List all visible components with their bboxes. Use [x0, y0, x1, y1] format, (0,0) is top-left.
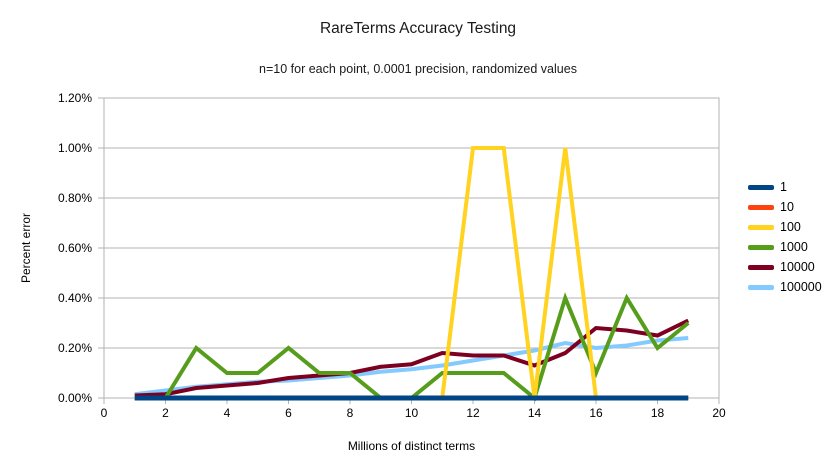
x-tick-label: 14	[528, 406, 542, 420]
legend-swatch	[748, 284, 774, 290]
x-tick-label: 4	[224, 406, 231, 420]
legend-label: 10	[780, 200, 794, 214]
x-tick-label: 18	[651, 406, 665, 420]
x-tick-label: 8	[347, 406, 354, 420]
legend: 1 10 100 1000 10000 100000	[748, 177, 822, 297]
legend-item-10000: 10000	[748, 257, 822, 277]
y-tick-label: 1.00%	[58, 141, 92, 155]
x-tick-label: 0	[101, 406, 108, 420]
legend-swatch	[748, 244, 774, 250]
chart-subtitle: n=10 for each point, 0.0001 precision, r…	[259, 62, 577, 76]
legend-item-10: 10	[748, 197, 822, 217]
x-tick-label: 2	[162, 406, 169, 420]
legend-label: 100000	[780, 280, 822, 294]
legend-item-100: 100	[748, 217, 822, 237]
legend-item-1000: 1000	[748, 237, 822, 257]
legend-label: 1	[780, 180, 787, 194]
y-tick-label: 0.40%	[58, 291, 92, 305]
legend-label: 10000	[780, 260, 815, 274]
y-tick-label: 0.20%	[58, 341, 92, 355]
x-tick-label: 6	[285, 406, 292, 420]
y-tick-label: 0.80%	[58, 191, 92, 205]
y-tick-label: 0.60%	[58, 241, 92, 255]
legend-swatch	[748, 264, 774, 270]
legend-label: 100	[780, 220, 801, 234]
chart-title: RareTerms Accuracy Testing	[319, 20, 517, 37]
y-axis-title: Percent error	[19, 213, 33, 283]
x-tick-label: 12	[466, 406, 480, 420]
legend-item-100000: 100000	[748, 277, 822, 297]
legend-swatch	[748, 204, 774, 210]
series-line-100	[134, 146, 689, 400]
legend-swatch	[748, 224, 774, 230]
legend-label: 1000	[780, 240, 808, 254]
x-axis-title: Millions of distinct terms	[348, 439, 475, 453]
x-tick-label: 10	[405, 406, 419, 420]
x-tick-label: 16	[589, 406, 603, 420]
y-tick-label: 1.20%	[58, 91, 92, 105]
x-tick-label: 20	[712, 406, 726, 420]
series-line-10000	[134, 318, 690, 398]
legend-swatch	[748, 184, 774, 190]
y-tick-label: 0.00%	[58, 391, 92, 405]
legend-item-1: 1	[748, 177, 822, 197]
